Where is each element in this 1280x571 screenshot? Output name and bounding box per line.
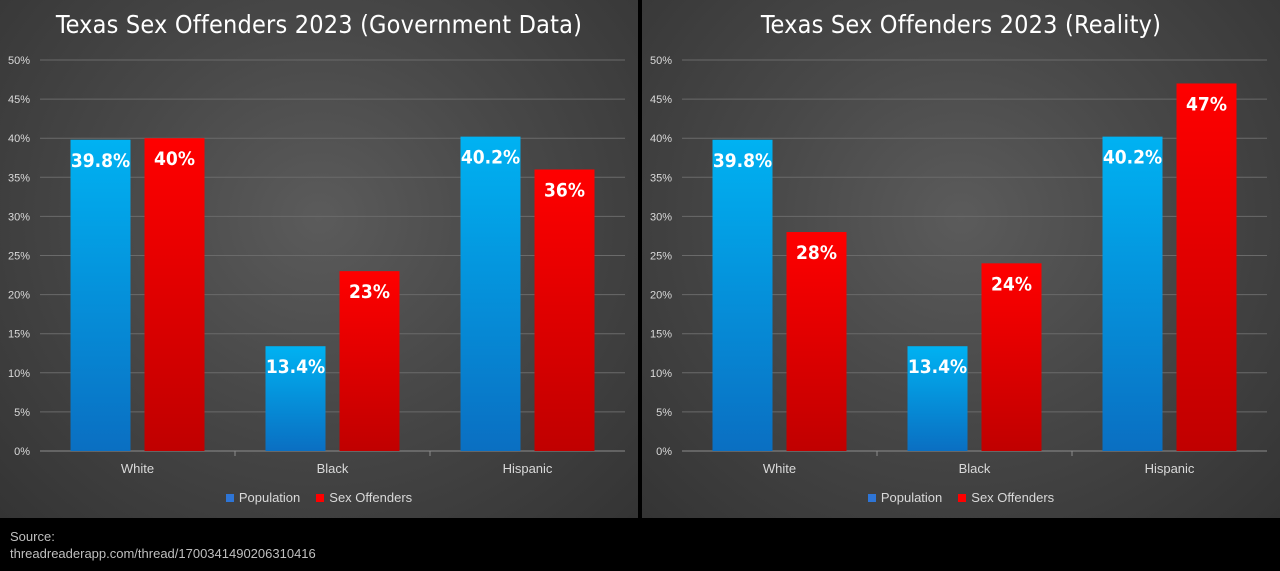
legend-item-sex-offenders: Sex Offenders bbox=[958, 490, 1054, 505]
data-label: 13.4% bbox=[266, 356, 325, 378]
data-label: 40.2% bbox=[461, 147, 520, 169]
legend-swatch-sex-offenders bbox=[316, 493, 325, 502]
y-tick-label: 15% bbox=[8, 329, 30, 341]
data-label: 13.4% bbox=[908, 356, 967, 378]
y-tick-label: 0% bbox=[14, 446, 30, 458]
y-tick-label: 30% bbox=[650, 211, 672, 223]
legend-swatch-sex-offenders bbox=[958, 493, 967, 502]
chart-title: Texas Sex Offenders 2023 (Reality) bbox=[760, 10, 1162, 39]
data-label: 40.2% bbox=[1103, 147, 1162, 169]
x-tick-label: Black bbox=[959, 461, 991, 476]
x-tick-label: Black bbox=[317, 461, 349, 476]
y-tick-label: 35% bbox=[650, 172, 672, 184]
y-tick-label: 10% bbox=[8, 368, 30, 380]
y-tick-label: 45% bbox=[650, 94, 672, 106]
legend-swatch-population bbox=[225, 493, 234, 502]
source-label: Source: bbox=[10, 529, 55, 544]
data-label: 36% bbox=[544, 179, 585, 201]
x-tick-label: White bbox=[763, 461, 796, 476]
bar-population bbox=[1102, 136, 1163, 452]
y-tick-label: 50% bbox=[650, 55, 672, 67]
bar-population bbox=[907, 346, 968, 451]
y-tick-label: 25% bbox=[650, 251, 672, 263]
y-tick-label: 5% bbox=[14, 407, 30, 419]
y-tick-label: 45% bbox=[8, 94, 30, 106]
y-tick-label: 10% bbox=[650, 368, 672, 380]
data-label: 39.8% bbox=[713, 150, 772, 172]
x-tick-label: Hispanic bbox=[503, 461, 553, 476]
y-tick-label: 5% bbox=[656, 407, 672, 419]
chart-legend: Population Sex Offenders bbox=[0, 490, 638, 505]
chart-title: Texas Sex Offenders 2023 (Government Dat… bbox=[55, 10, 583, 39]
legend-item-population: Population bbox=[225, 490, 301, 505]
chart-panel-reality: Texas Sex Offenders 2023 (Reality) 0% 5% 1… bbox=[642, 0, 1280, 518]
bar-sex-offenders bbox=[339, 271, 400, 451]
y-tick-label: 30% bbox=[8, 211, 30, 223]
legend-label-population: Population bbox=[238, 490, 301, 505]
chart-legend: Population Sex Offenders bbox=[642, 490, 1280, 505]
legend-item-sex-offenders: Sex Offenders bbox=[316, 490, 412, 505]
bar-population bbox=[460, 136, 521, 452]
y-tick-label: 35% bbox=[8, 172, 30, 184]
y-tick-label: 0% bbox=[656, 446, 672, 458]
bar-sex-offenders bbox=[981, 263, 1042, 451]
bar-population bbox=[265, 346, 326, 451]
data-label: 24% bbox=[991, 273, 1032, 295]
bar-sex-offenders bbox=[786, 232, 847, 451]
bar-chart-government: 0% 5% 10% 15% 20% 25% 30% 35% 40% 45% 50% White 39.8… bbox=[8, 55, 625, 476]
legend-swatch-population bbox=[867, 493, 876, 502]
data-label: 23% bbox=[349, 281, 390, 303]
x-tick-label: White bbox=[121, 461, 154, 476]
y-tick-label: 25% bbox=[8, 251, 30, 263]
source-url[interactable]: threadreaderapp.com/thread/1700341490206… bbox=[10, 546, 316, 561]
chart-panel-government: Texas Sex Offenders 2023 (Government Dat… bbox=[0, 0, 638, 518]
legend-item-population: Population bbox=[867, 490, 943, 505]
x-tick-label: Hispanic bbox=[1145, 461, 1195, 476]
bar-chart-reality: 0% 5% 10% 15% 20% 25% 30% 35% 40% 45% 50% White 39.8… bbox=[650, 55, 1267, 476]
y-tick-label: 40% bbox=[8, 133, 30, 145]
data-label: 47% bbox=[1186, 93, 1227, 115]
bar-sex-offenders bbox=[1176, 83, 1237, 452]
data-label: 39.8% bbox=[71, 150, 130, 172]
bar-population bbox=[70, 139, 131, 451]
legend-label-sex-offenders: Sex Offenders bbox=[329, 490, 413, 505]
bar-sex-offenders bbox=[534, 169, 595, 452]
legend-label-population: Population bbox=[880, 490, 943, 505]
source-caption: Source: threadreaderapp.com/thread/17003… bbox=[10, 528, 316, 562]
bar-sex-offenders bbox=[144, 138, 205, 451]
y-tick-label: 40% bbox=[650, 133, 672, 145]
data-label: 40% bbox=[154, 148, 195, 170]
y-tick-label: 20% bbox=[8, 290, 30, 302]
y-tick-label: 15% bbox=[650, 329, 672, 341]
bar-population bbox=[712, 139, 773, 451]
data-label: 28% bbox=[796, 242, 837, 264]
legend-label-sex-offenders: Sex Offenders bbox=[971, 490, 1055, 505]
y-tick-label: 20% bbox=[650, 290, 672, 302]
y-tick-label: 50% bbox=[8, 55, 30, 67]
